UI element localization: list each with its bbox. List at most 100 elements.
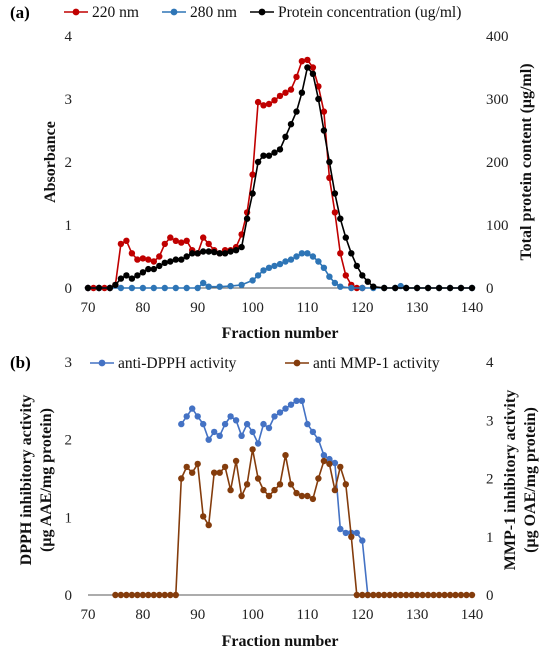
data-point-a-protein-concentration-ug-ml: [84, 284, 92, 292]
data-point-b-anti-mmp-1-activity: [370, 591, 377, 599]
y-axis-label-a: Absorbance: [42, 121, 59, 203]
data-point-b-anti-dpph-activity: [211, 428, 218, 436]
data-point-b-anti-dpph-activity: [194, 413, 201, 420]
y-tick-label-a-1: 1: [65, 218, 73, 234]
data-point-a-protein-concentration-ug-ml: [353, 262, 360, 270]
data-point-b-anti-dpph-activity: [342, 529, 349, 537]
data-point-b-anti-mmp-1-activity: [271, 486, 278, 494]
data-point-a-220-nm: [172, 237, 179, 244]
data-point-b-anti-mmp-1-activity: [463, 591, 470, 599]
y-tick-label-b-2: 2: [65, 433, 73, 449]
data-point-a-220-nm: [309, 64, 317, 71]
legend-item-220nm: 220 nm: [64, 4, 139, 21]
data-point-a-280-nm: [227, 282, 234, 290]
data-point-a-protein-concentration-ug-ml: [205, 248, 212, 255]
x-tick-label-b-90: 90: [190, 607, 205, 623]
data-point-a-220-nm: [254, 98, 262, 106]
data-point-a-220-nm: [265, 100, 273, 108]
data-point-b-anti-dpph-activity: [276, 409, 284, 416]
data-point-b-anti-mmp-1-activity: [326, 460, 333, 468]
data-point-b-anti-mmp-1-activity: [424, 591, 432, 599]
data-point-b-anti-mmp-1-activity: [452, 591, 459, 599]
data-point-b-anti-mmp-1-activity: [227, 486, 234, 494]
data-point-a-280-nm: [200, 279, 207, 287]
x-tick-label-a-70: 70: [81, 300, 96, 316]
data-point-a-protein-concentration-ug-ml: [293, 108, 300, 115]
data-point-a-220-nm: [271, 97, 278, 104]
y2-tick-label-b-2: 2: [486, 472, 494, 488]
series-line-b-anti-dpph-activity: [180, 399, 369, 596]
legend-a: 220 nm 280 nm Protein concentration (ug/…: [64, 4, 461, 21]
data-point-b-anti-dpph-activity: [287, 401, 295, 408]
data-point-a-protein-concentration-ug-ml: [106, 284, 114, 292]
data-point-a-protein-concentration-ug-ml: [304, 64, 311, 71]
data-point-a-protein-concentration-ug-ml: [265, 152, 273, 159]
data-point-a-220-nm: [320, 108, 328, 115]
data-point-b-anti-mmp-1-activity: [117, 591, 125, 599]
data-point-a-protein-concentration-ug-ml: [309, 70, 317, 78]
data-point-a-280-nm: [265, 264, 273, 271]
data-point-b-anti-mmp-1-activity: [172, 591, 179, 599]
data-point-b-anti-dpph-activity: [205, 436, 212, 443]
series-a: [84, 56, 476, 292]
x-tick-label-b-80: 80: [135, 607, 150, 623]
data-point-a-280-nm: [309, 253, 317, 260]
data-point-b-anti-mmp-1-activity: [348, 533, 355, 540]
data-point-a-220-nm: [287, 86, 295, 93]
data-point-a-220-nm: [183, 237, 190, 244]
data-point-b-anti-mmp-1-activity: [161, 591, 168, 599]
data-point-a-protein-concentration-ug-ml: [392, 284, 399, 292]
data-point-a-280-nm: [331, 279, 339, 287]
data-point-a-protein-concentration-ug-ml: [112, 281, 119, 289]
data-point-a-protein-concentration-ug-ml: [282, 133, 289, 140]
data-point-b-anti-dpph-activity: [282, 405, 289, 412]
data-point-a-protein-concentration-ug-ml: [348, 250, 355, 257]
data-point-b-anti-mmp-1-activity: [337, 463, 344, 471]
data-point-a-280-nm: [287, 256, 295, 263]
series-b: [112, 397, 476, 599]
data-point-a-280-nm: [359, 284, 366, 292]
x-tick-label-a-110: 110: [296, 300, 318, 316]
data-point-a-220-nm: [293, 73, 300, 81]
data-point-b-anti-mmp-1-activity: [200, 513, 207, 520]
data-point-a-protein-concentration-ug-ml: [178, 256, 185, 263]
data-point-b-anti-dpph-activity: [309, 428, 317, 436]
x-tick-label-b-140: 140: [461, 607, 484, 623]
data-point-a-280-nm: [276, 260, 284, 268]
data-point-b-anti-mmp-1-activity: [123, 591, 130, 599]
y2-tick-label-a-300: 300: [486, 92, 509, 108]
data-point-a-protein-concentration-ug-ml: [331, 190, 339, 197]
data-point-b-anti-mmp-1-activity: [413, 591, 421, 599]
data-point-a-protein-concentration-ug-ml: [167, 258, 174, 265]
data-point-b-anti-mmp-1-activity: [276, 481, 284, 488]
y2-axis-label-b-line2: (μg OAE/mg protein): [522, 407, 539, 553]
data-point-a-280-nm: [320, 264, 328, 271]
data-point-a-protein-concentration-ug-ml: [172, 256, 179, 263]
data-point-b-anti-dpph-activity: [249, 428, 256, 436]
data-point-b-anti-mmp-1-activity: [282, 452, 289, 459]
data-point-a-protein-concentration-ug-ml: [364, 278, 371, 285]
data-point-a-280-nm: [260, 267, 267, 274]
data-point-a-280-nm: [150, 284, 157, 292]
data-point-b-anti-mmp-1-activity: [435, 591, 443, 599]
data-point-b-anti-mmp-1-activity: [145, 591, 152, 599]
data-point-a-protein-concentration-ug-ml: [134, 272, 141, 279]
data-point-b-anti-mmp-1-activity: [221, 463, 229, 471]
y-tick-label-b-3: 3: [65, 355, 73, 371]
legend-label-mmp1: anti MMP-1 activity: [313, 355, 440, 372]
data-point-b-anti-dpph-activity: [304, 420, 311, 428]
data-point-a-protein-concentration-ug-ml: [139, 269, 147, 276]
data-point-a-220-nm: [145, 256, 152, 263]
data-point-b-anti-mmp-1-activity: [408, 591, 415, 599]
x-tick-label-a-140: 140: [461, 300, 484, 316]
y-tick-label-a-4: 4: [65, 29, 73, 45]
data-point-a-280-nm: [172, 284, 179, 292]
data-point-a-220-nm: [156, 253, 163, 260]
data-point-a-280-nm: [326, 273, 333, 280]
data-point-b-anti-mmp-1-activity: [134, 591, 141, 599]
data-point-b-anti-mmp-1-activity: [183, 463, 190, 471]
panel-a-label: (a): [10, 3, 30, 22]
data-point-a-protein-concentration-ug-ml: [128, 275, 136, 282]
x-axis-label-a: Fraction number: [222, 325, 339, 342]
x-tick-label-a-80: 80: [135, 300, 150, 316]
